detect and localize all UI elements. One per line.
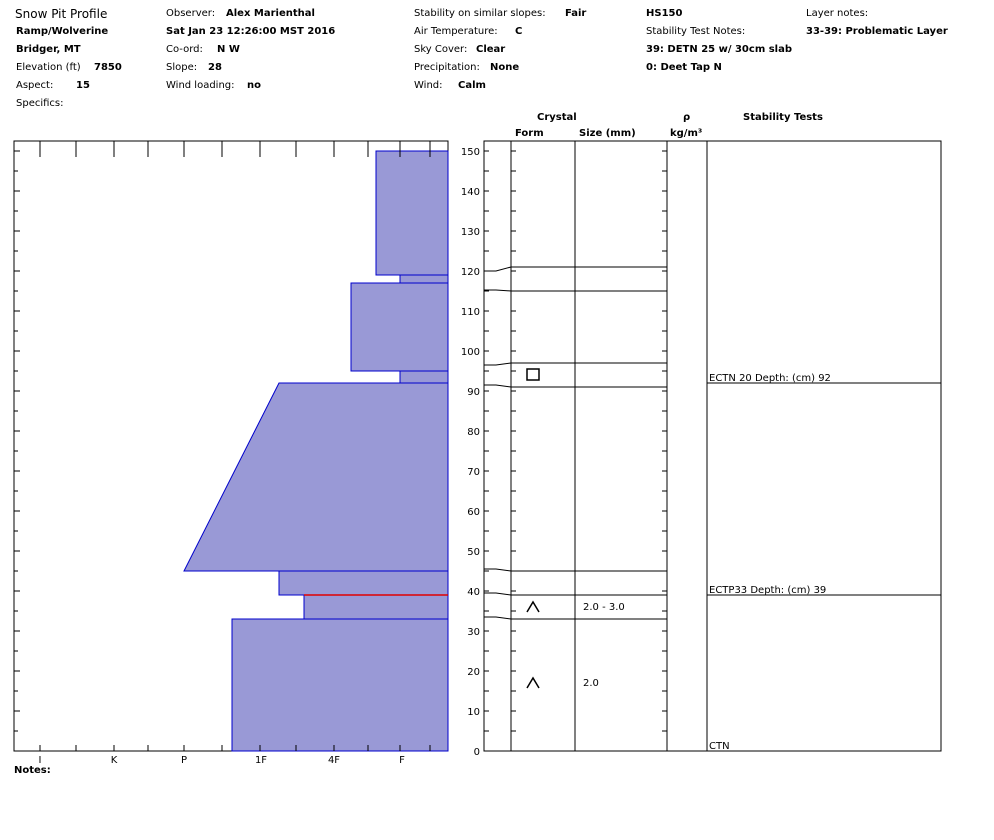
hardness-layer: [183, 382, 449, 572]
x-tick-label: 1F: [255, 755, 267, 766]
layer-notes-label: Layer notes:: [806, 8, 869, 19]
y-tick-label: 120: [461, 267, 480, 278]
faceted-crystal-icon: [526, 368, 540, 381]
aspect-value: 15: [76, 80, 90, 91]
y-tick-label: 140: [461, 187, 480, 198]
elevation-label: Elevation (ft): [16, 62, 81, 73]
y-tick-label: 0: [474, 747, 480, 758]
hardness-layer: [303, 594, 449, 620]
layer-note-1: 33-39: Problematic Layer: [806, 26, 948, 37]
wind-value: Calm: [458, 80, 486, 91]
air-temp-value: C: [515, 26, 523, 37]
observer-value: Alex Marienthal: [226, 8, 315, 19]
hardness-layer: [350, 282, 449, 372]
sky-label: Sky Cover:: [414, 44, 468, 55]
layer-table-frame: [483, 140, 942, 752]
stability-value: Fair: [565, 8, 587, 19]
elevation-value: 7850: [94, 62, 122, 73]
stability-test-label: ECTP33 Depth: (cm) 39: [709, 585, 826, 596]
observer-label: Observer:: [166, 8, 216, 19]
layer-connector: [484, 384, 512, 388]
page-title: Snow Pit Profile: [15, 7, 108, 21]
air-temp-label: Air Temperature:: [414, 26, 498, 37]
coord-value: N W: [217, 44, 240, 55]
slope-value: 28: [208, 62, 222, 73]
layer-connector: [484, 266, 512, 272]
x-tick-label: K: [111, 755, 118, 766]
x-tick-label: P: [181, 755, 187, 766]
stability-tests-heading: Stability Tests: [743, 112, 823, 123]
depth-hoar-icon: [526, 600, 540, 613]
y-tick-label: 50: [467, 547, 480, 558]
aspect-label: Aspect:: [16, 80, 54, 91]
sky-value: Clear: [476, 44, 506, 55]
size-heading: Size (mm): [579, 128, 636, 139]
hardness-layer: [375, 150, 449, 276]
layer-connector: [484, 289, 512, 292]
form-heading: Form: [515, 128, 544, 139]
stability-notes-label: Stability Test Notes:: [646, 26, 746, 37]
y-tick-label: 30: [467, 627, 480, 638]
y-tick-label: 20: [467, 667, 480, 678]
region: Bridger, MT: [16, 44, 81, 55]
coord-label: Co-ord:: [166, 44, 203, 55]
stability-note-2: 0: Deet Tap N: [646, 62, 722, 73]
crystal-size-label: 2.0 - 3.0: [583, 602, 625, 613]
hs-value: HS150: [646, 8, 683, 19]
y-tick-label: 70: [467, 467, 480, 478]
stability-test-label: CTN: [709, 741, 730, 752]
y-tick-label: 10: [467, 707, 480, 718]
depth-hoar-icon: [526, 676, 540, 689]
hardness-layer: [278, 570, 449, 596]
layer-connector: [484, 568, 512, 572]
y-tick-label: 150: [461, 147, 480, 158]
crystal-size-label: 2.0: [583, 678, 599, 689]
specifics-label: Specifics:: [16, 98, 64, 109]
layer-connector: [484, 362, 512, 366]
location: Ramp/Wolverine: [16, 26, 109, 37]
wind-loading-value: no: [247, 80, 261, 91]
slope-label: Slope:: [166, 62, 198, 73]
hardness-layer: [231, 618, 449, 752]
wind-loading-label: Wind loading:: [166, 80, 235, 91]
datetime: Sat Jan 23 12:26:00 MST 2016: [166, 26, 336, 37]
y-tick-label: 40: [467, 587, 480, 598]
notes-label: Notes:: [14, 765, 51, 776]
y-tick-label: 130: [461, 227, 480, 238]
y-tick-label: 80: [467, 427, 480, 438]
precip-value: None: [490, 62, 520, 73]
stability-note-1: 39: DETN 25 w/ 30cm slab: [646, 44, 793, 55]
precip-label: Precipitation:: [414, 62, 480, 73]
layer-connector: [484, 592, 512, 596]
x-tick-label: 4F: [328, 755, 340, 766]
layer-connector: [484, 616, 512, 620]
y-tick-label: 90: [467, 387, 480, 398]
y-tick-label: 110: [461, 307, 480, 318]
wind-label: Wind:: [414, 80, 443, 91]
y-tick-label: 100: [461, 347, 480, 358]
stability-label: Stability on similar slopes:: [414, 8, 546, 19]
crystal-heading: Crystal: [537, 112, 577, 123]
hardness-layer: [399, 370, 449, 384]
density-unit-heading: kg/m³: [670, 128, 703, 139]
x-tick-label: F: [399, 755, 405, 766]
x-tick-label: I: [39, 755, 42, 766]
y-tick-label: 60: [467, 507, 480, 518]
rho-heading: ρ: [683, 112, 691, 123]
stability-test-label: ECTN 20 Depth: (cm) 92: [709, 373, 831, 384]
hardness-layer: [399, 274, 449, 284]
